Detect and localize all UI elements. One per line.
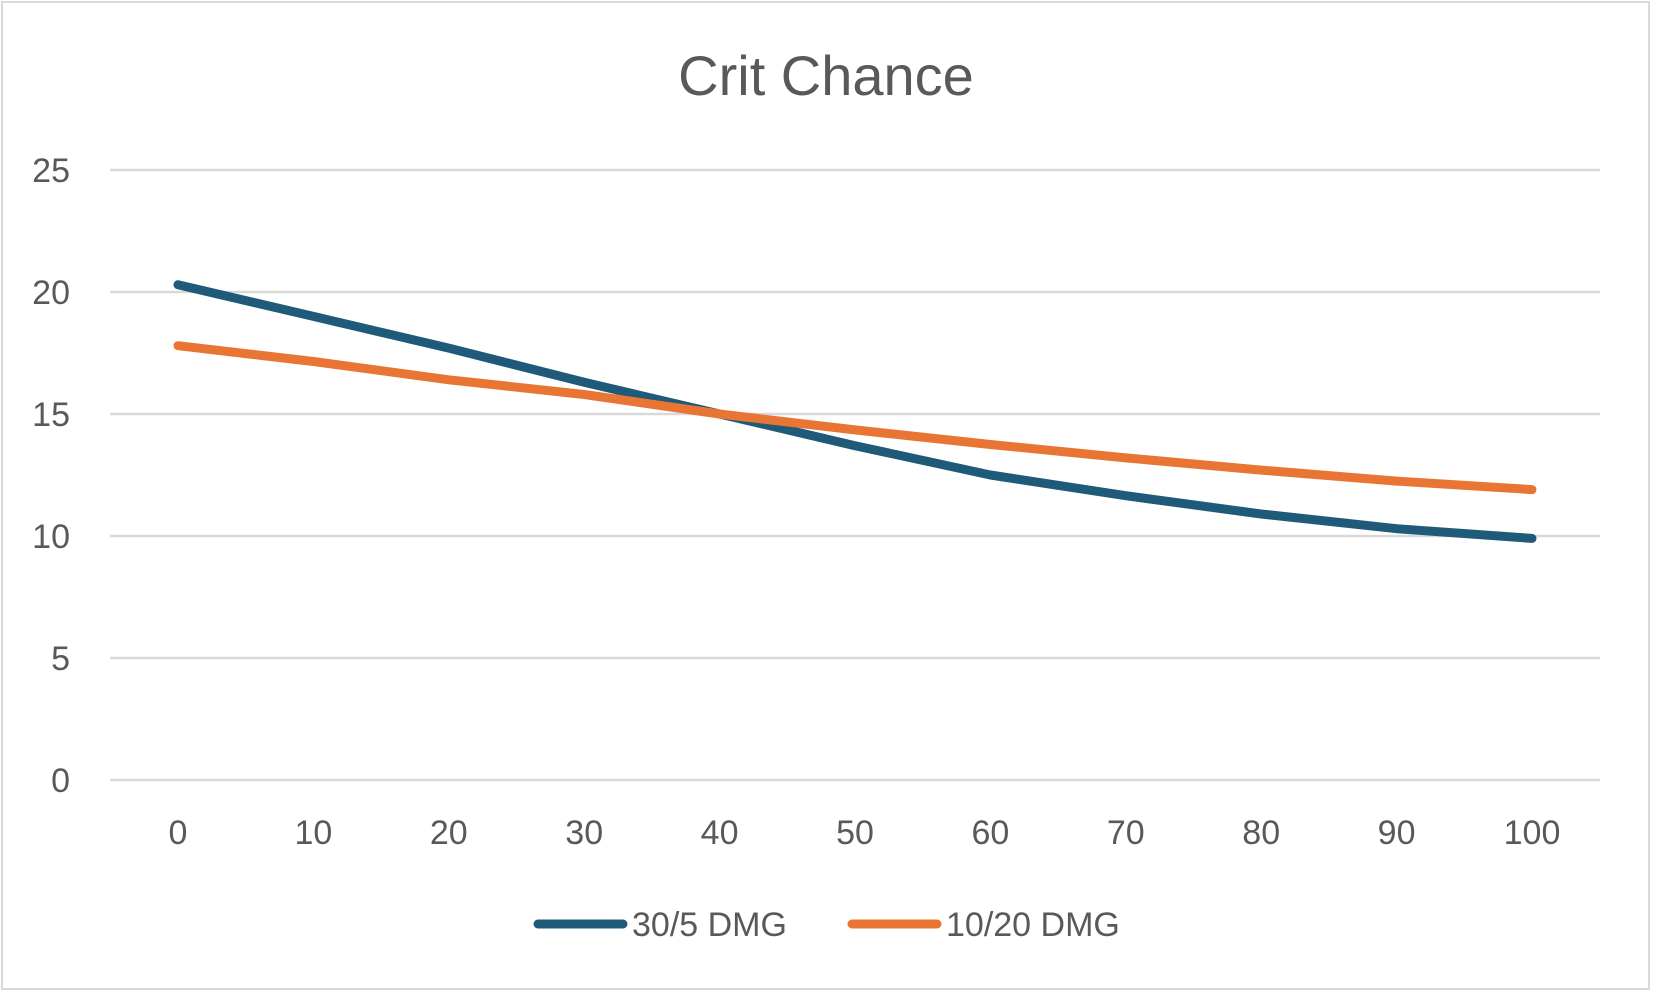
x-tick-label: 20 bbox=[430, 814, 468, 852]
y-tick-label: 10 bbox=[32, 518, 70, 556]
x-tick-label: 70 bbox=[1107, 814, 1145, 852]
series-lines bbox=[173, 280, 1537, 543]
gridlines bbox=[110, 168, 1600, 782]
series-line-1 bbox=[173, 280, 1537, 543]
x-tick-label: 0 bbox=[169, 814, 188, 852]
x-tick-label: 90 bbox=[1378, 814, 1416, 852]
x-axis-ticks: 0 10 20 30 40 50 60 70 80 90 100 bbox=[169, 814, 1561, 852]
y-tick-label: 0 bbox=[51, 762, 70, 800]
y-tick-label: 5 bbox=[51, 640, 70, 678]
x-tick-label: 30 bbox=[565, 814, 603, 852]
legend: 30/5 DMG 10/20 DMG bbox=[533, 906, 1120, 944]
legend-label: 10/20 DMG bbox=[946, 906, 1120, 944]
y-tick-label: 20 bbox=[32, 274, 70, 312]
x-tick-label: 100 bbox=[1504, 814, 1561, 852]
x-tick-label: 80 bbox=[1242, 814, 1280, 852]
y-tick-label: 15 bbox=[32, 396, 70, 434]
y-axis-ticks: 0 5 10 15 20 25 bbox=[32, 152, 70, 800]
legend-label: 30/5 DMG bbox=[632, 906, 787, 944]
y-tick-label: 25 bbox=[32, 152, 70, 190]
series-line-2 bbox=[173, 341, 1537, 495]
chart-title: Crit Chance bbox=[678, 44, 974, 107]
x-tick-label: 10 bbox=[294, 814, 332, 852]
x-tick-label: 60 bbox=[971, 814, 1009, 852]
x-tick-label: 50 bbox=[836, 814, 874, 852]
x-tick-label: 40 bbox=[701, 814, 739, 852]
